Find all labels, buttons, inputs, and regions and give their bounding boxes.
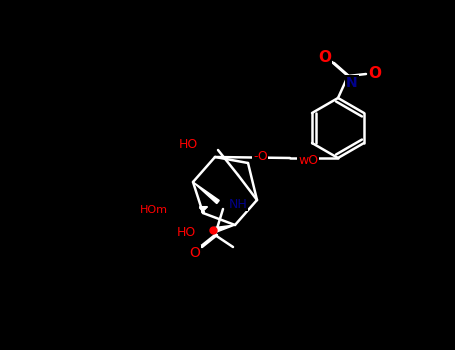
- Text: HOm: HOm: [140, 205, 168, 215]
- Polygon shape: [214, 225, 235, 232]
- Polygon shape: [193, 182, 219, 204]
- Text: wO: wO: [298, 154, 318, 168]
- Text: N: N: [346, 76, 358, 90]
- Text: O: O: [190, 246, 201, 260]
- Text: -O: -O: [253, 149, 268, 162]
- Text: O: O: [369, 66, 381, 82]
- Text: NH: NH: [229, 197, 248, 210]
- Text: HO: HO: [177, 225, 196, 238]
- Text: O: O: [318, 50, 332, 65]
- Text: HO: HO: [179, 139, 198, 152]
